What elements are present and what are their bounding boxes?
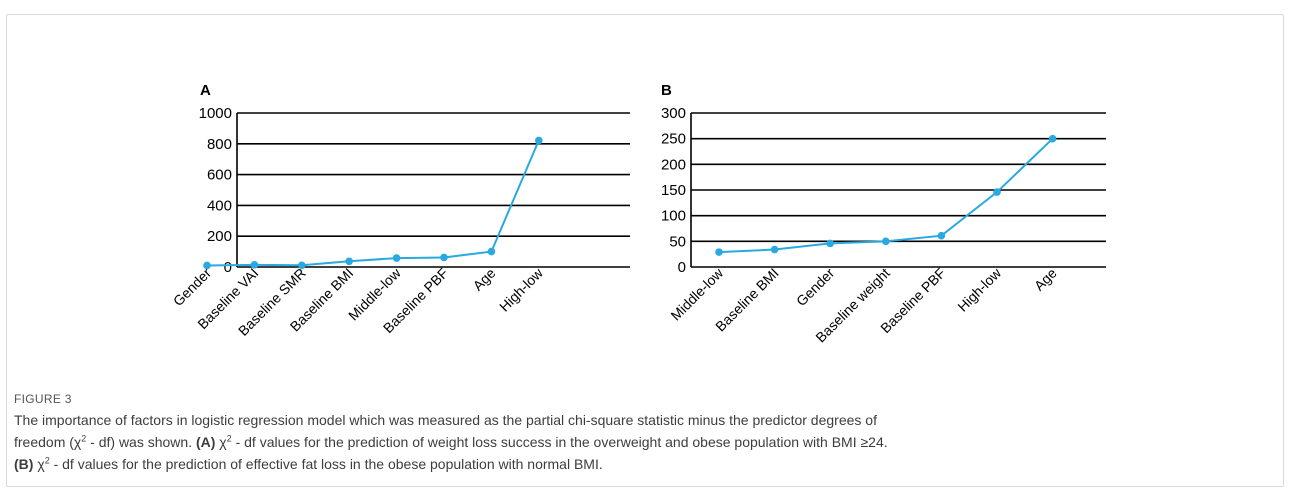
data-point — [250, 261, 259, 269]
data-point — [993, 188, 1001, 196]
caption-tag-b: (B) — [14, 456, 34, 472]
x-tick-label: Gender — [793, 265, 838, 310]
y-tick-label: 600 — [207, 167, 232, 184]
x-tick-label: High-low — [954, 264, 1004, 314]
y-tick-label: 800 — [207, 136, 232, 153]
figure-label: FIGURE 3 — [14, 392, 72, 406]
figure-caption: FIGURE 3 The importance of factors in lo… — [14, 390, 1276, 475]
caption-text: χ — [33, 456, 45, 472]
x-tick-label: Middle-low — [667, 264, 726, 323]
x-tick-label: Age — [1031, 265, 1060, 294]
caption-line-3: (B) χ2 - df values for the prediction of… — [14, 453, 1276, 475]
y-tick-label: 200 — [661, 156, 686, 173]
x-tick-label: Gender — [170, 265, 215, 310]
series-line — [718, 137, 1054, 254]
caption-text: - df values for the prediction of weight… — [231, 434, 888, 450]
caption-text: - df values for the prediction of effect… — [49, 456, 603, 472]
superscript: 2 — [226, 433, 232, 444]
data-point — [826, 239, 834, 248]
y-tick-label: 0 — [224, 259, 232, 276]
caption-text: χ — [215, 434, 227, 450]
caption-line-2: freedom (χ2 - df) was shown. (A) χ2 - df… — [14, 431, 1276, 453]
data-point — [440, 253, 448, 262]
data-point — [1048, 134, 1057, 143]
data-point — [203, 261, 211, 270]
series-line — [206, 140, 540, 267]
data-point — [392, 254, 401, 262]
y-tick-label: 200 — [207, 228, 232, 245]
x-tick-label: High-low — [496, 264, 546, 314]
caption-text: - df) was shown. — [86, 434, 196, 450]
data-point — [715, 248, 723, 256]
data-point — [487, 247, 496, 256]
panel-label-a: A — [200, 82, 211, 99]
y-tick-label: 150 — [661, 182, 686, 199]
y-tick-label: 0 — [678, 259, 686, 276]
data-point — [770, 245, 779, 254]
superscript: 2 — [44, 455, 50, 466]
y-tick-label: 1000 — [199, 105, 232, 122]
y-tick-label: 400 — [207, 197, 232, 214]
y-tick-label: 50 — [669, 233, 686, 250]
caption-line-1: The importance of factors in logistic re… — [14, 412, 877, 428]
data-point — [882, 237, 890, 246]
caption-text: freedom (χ — [14, 434, 82, 450]
panel-label-b: B — [661, 82, 672, 99]
data-point — [937, 231, 946, 240]
figure-frame — [6, 14, 1284, 487]
data-point — [345, 257, 354, 266]
data-point — [298, 261, 306, 270]
y-tick-label: 100 — [661, 208, 686, 225]
superscript: 2 — [81, 433, 87, 444]
y-tick-label: 250 — [661, 131, 686, 148]
y-tick-label: 300 — [661, 105, 686, 122]
caption-tag-a: (A) — [195, 434, 216, 450]
x-tick-label: Age — [470, 265, 499, 294]
data-point — [535, 136, 543, 145]
